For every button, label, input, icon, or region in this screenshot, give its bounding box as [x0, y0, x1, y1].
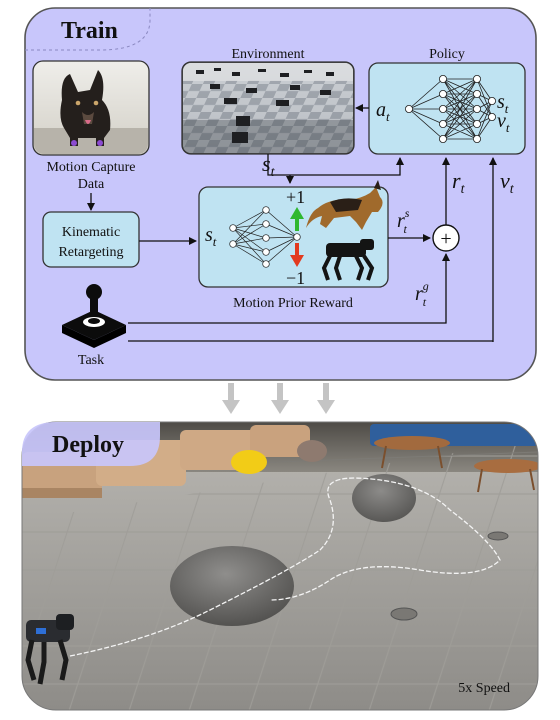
floor-drain-2 [487, 531, 509, 541]
deploy-panel: Deploy 5x Speed [21, 421, 539, 711]
sum-plus-sign: + [440, 228, 451, 250]
up-arrow-icon [290, 207, 304, 231]
train-panel: Train Motion Capture Data Kinematic Reta… [24, 7, 537, 381]
deploy-panel-border [21, 421, 539, 711]
arrow-task-to-sum [128, 253, 450, 324]
down-arrow-icon [290, 243, 304, 267]
gray-pouf-large [170, 546, 294, 626]
task-reward-symbol: rg t [415, 279, 429, 309]
policy-label: Policy [429, 47, 465, 62]
policy-action-symbol: at [376, 99, 390, 124]
arrow-state-to-policy [267, 154, 404, 176]
gray-arrow-right [317, 383, 335, 414]
retargeting-label-line1: Kinematic [62, 225, 120, 240]
joystick-icon [62, 284, 126, 348]
plus-one-label: +1 [286, 187, 305, 207]
coffee-table-1 [374, 436, 450, 450]
policy-state-output: st [497, 91, 509, 116]
gray-pouf-small [352, 474, 416, 522]
deploy-title-background [22, 422, 160, 466]
reward-symbol: rt [452, 168, 466, 197]
style-reward-symbol: rs t [397, 206, 410, 236]
retargeting-label-line2: Retargeting [58, 245, 123, 260]
robot-trajectory [69, 477, 501, 657]
task-label: Task [78, 353, 104, 368]
state-symbol: st [262, 151, 276, 180]
deploy-title: Deploy [52, 432, 124, 458]
policy-network-icon [404, 75, 496, 143]
train-title-divider [25, 8, 151, 51]
motion-capture-label-line1: Motion Capture [46, 160, 135, 175]
train-to-deploy-arrows [222, 383, 335, 414]
motion-prior-label: Motion Prior Reward [233, 296, 353, 311]
yellow-pouf [231, 450, 267, 474]
retargeting-box [42, 211, 140, 268]
minus-one-label: −1 [286, 268, 305, 288]
coffee-table-2 [474, 459, 538, 473]
gray-arrow-middle [271, 383, 289, 414]
environment-image [181, 61, 355, 155]
gray-arrow-left [222, 383, 240, 414]
discriminator-network-icon [229, 206, 301, 268]
motion-capture-label-line2: Data [78, 177, 105, 192]
policy-value-output: vt [497, 110, 510, 135]
floor-drain-1 [390, 607, 418, 621]
motion-capture-photo [32, 60, 150, 156]
value-symbol: vt [500, 168, 515, 197]
robot-dog-icon [321, 239, 375, 281]
train-title: Train [61, 18, 118, 44]
prior-state-symbol: st [205, 224, 217, 249]
dog-icon [306, 180, 383, 230]
robot-dog-photo [25, 614, 74, 685]
environment-label: Environment [231, 47, 304, 62]
speed-label: 5x Speed [458, 681, 510, 696]
brown-pouf [297, 440, 327, 462]
